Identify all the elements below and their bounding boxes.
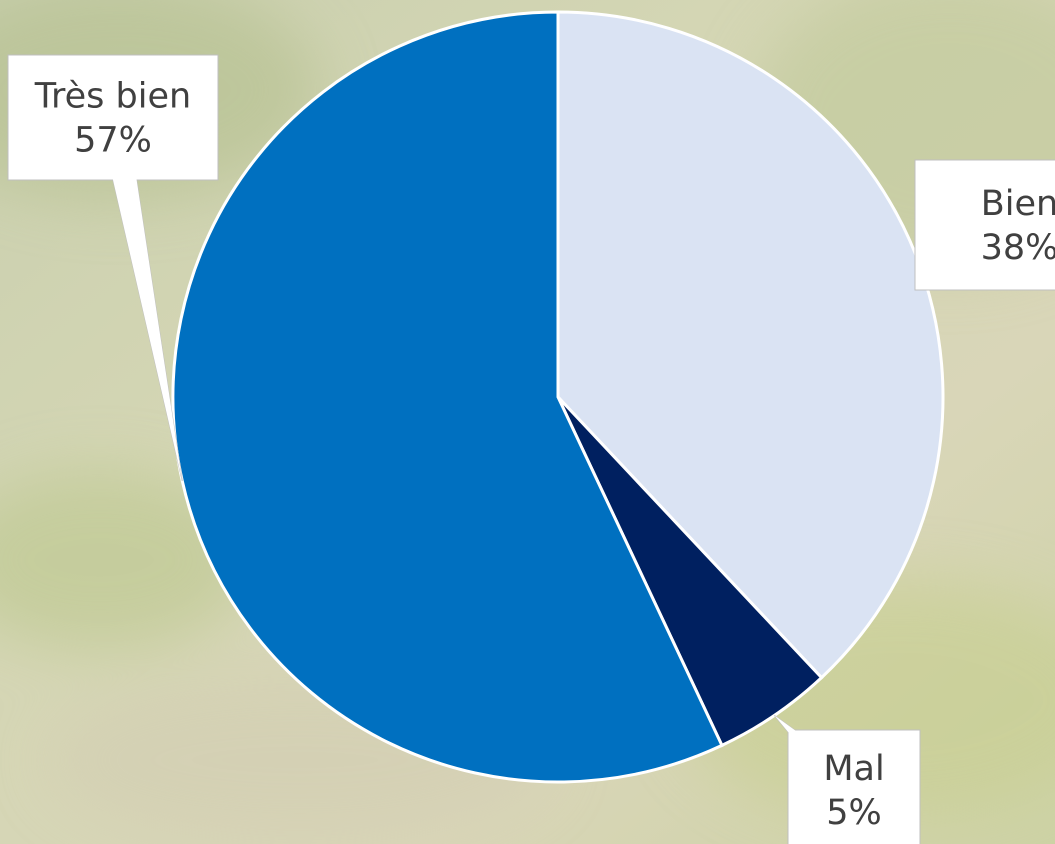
value-label: 57%	[74, 121, 152, 161]
value-label: 5%	[826, 793, 882, 833]
page: Bien38%Mal5%Très bien57% (() => { const …	[0, 0, 1055, 844]
category-label: Très bien	[34, 77, 191, 117]
category-label: Bien	[981, 184, 1055, 224]
category-label: Mal	[823, 749, 884, 789]
value-label: 38%	[981, 228, 1055, 268]
chart: Bien38% Mal5% Très bien57%	[0, 0, 1055, 844]
pie	[173, 12, 943, 782]
